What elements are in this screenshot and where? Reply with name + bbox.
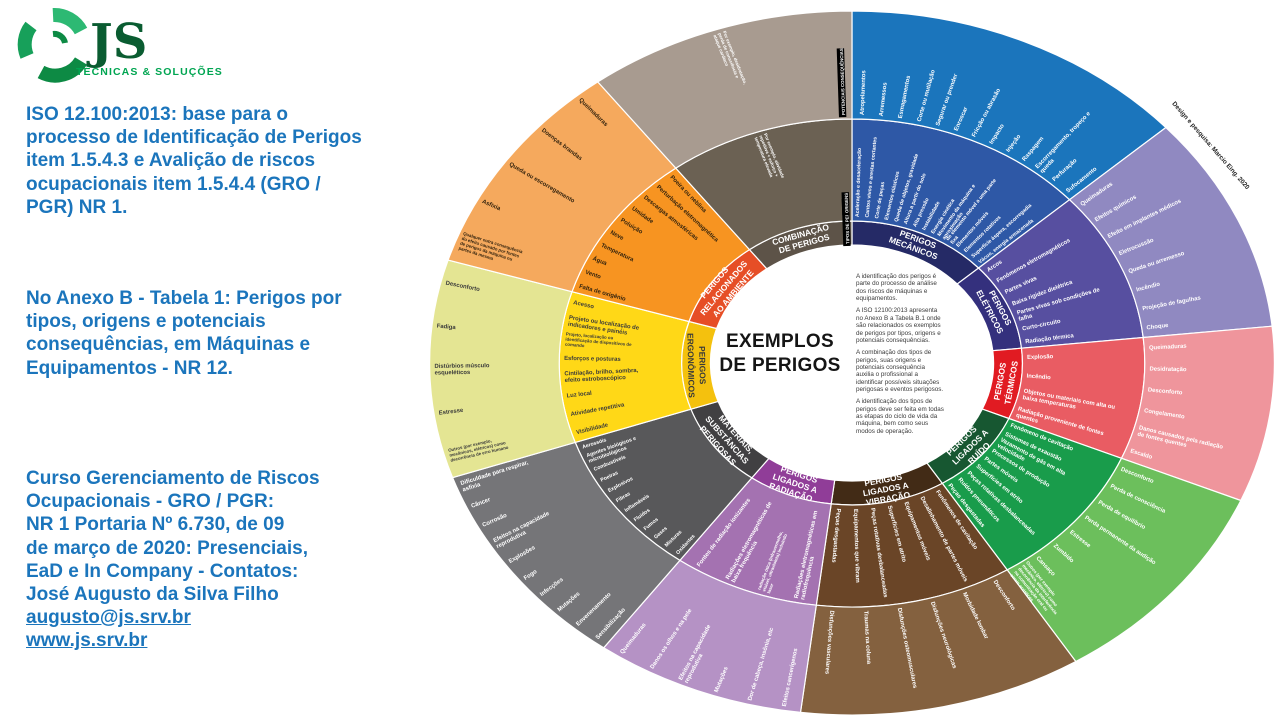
wheel-title-line: DE PERIGOS	[719, 354, 841, 376]
perigos-ergonomicos-consequencia-item: Fadiga	[436, 324, 456, 332]
perigos-termicos-origem-item: Incêndio	[1026, 374, 1051, 382]
logo-brand-text: JS	[86, 14, 147, 70]
logo-swirl-icon: JS TÉCNICAS & SOLUÇÕES	[17, 8, 223, 83]
perigos-mecanicos-consequencia-item: Atropelamentos	[860, 69, 868, 115]
perigos-ergonomicos-origem-item: Acesso	[573, 300, 595, 310]
perigos-ergonomicos-consequencia-item: Estresse	[438, 408, 464, 417]
contact-line: Curso Gerenciamento de Riscos	[26, 468, 320, 489]
svg-text:TIPOS DE PERIGOS: TIPOS DE PERIGOS	[844, 202, 850, 244]
perigos-ligados-a-vibracao-origem-item: Equipamentos que vibram	[852, 509, 860, 583]
wheel-title-line: EXEMPLOS	[726, 331, 834, 352]
perigos-ergonomicos-origem-item: Esforços e posturas	[564, 356, 621, 363]
perigos-eletricos-consequencia-item: Choque	[1146, 323, 1169, 332]
perigos-ergonomicos-origem-item: Cintilação, brilho, sombra,efeito estrob…	[564, 368, 639, 384]
contact-line: Ocupacionais - GRO / PGR:	[26, 491, 275, 513]
center-paragraph: A identificação dos tipos de perigos dev…	[856, 398, 944, 435]
combinacao-de-perigos-consequencias-band	[596, 10, 853, 169]
svg-text:ORIGENS: ORIGENS	[844, 193, 850, 213]
contact-line: NR 1 Portaria Nº 6.730, de 09	[26, 514, 285, 536]
perigos-ergonomicos-label: PERIGOS	[697, 346, 708, 385]
perigos-termicos-consequencia-item: Desconforto	[1148, 387, 1183, 396]
center-paragraph: A identificação dos perigos é parte do p…	[856, 273, 937, 303]
perigos-mecanicos-origem-item: Aceleração e desaceleração	[855, 148, 863, 217]
wheel-center	[710, 245, 994, 481]
center-paragraph: A ISO 12100:2013 apresenta no Anexo B a …	[856, 307, 941, 344]
contact-line: de março de 2020: Presenciais,	[26, 537, 308, 559]
perigos-eletricos-consequencia-item: Incêndio	[1136, 281, 1161, 293]
svg-text:POTENCIAIS CONSEQUÊNCIAS: POTENCIAIS CONSEQUÊNCIAS	[839, 48, 846, 115]
course-contact-block: Curso Gerenciamento de Riscos Ocupaciona…	[26, 467, 364, 652]
website-link[interactable]: www.js.srv.br	[26, 630, 148, 652]
annex-b-paragraph: No Anexo B - Tabela 1: Perigos por tipos…	[26, 288, 342, 379]
perigos-termicos-origem-item: Explosão	[1027, 354, 1054, 361]
perigos-ergonomicos-origem-item: Luz local	[566, 391, 592, 400]
perigos-termicos-consequencia-item: Desidratação	[1149, 367, 1186, 374]
company-logo: JS TÉCNICAS & SOLUÇÕES	[14, 4, 244, 84]
perigos-ligados-a-vibracao-origem-item: Peças desgastadas	[830, 508, 841, 563]
email-link[interactable]: augusto@js.srv.br	[26, 607, 191, 629]
wheel-center-title: EXEMPLOS DE PERIGOS	[716, 330, 844, 378]
center-paragraph: A combinação dos tipos de perigos, suas …	[856, 349, 944, 394]
iso-reference-paragraph: ISO 12.100:2013: base para o processo de…	[26, 104, 362, 218]
perigos-ergonomicos-consequencia-item: Distúrbios músculoesqueléticos	[434, 363, 490, 376]
perigos-ligados-a-vibracao-consequencia-item: Traumas na coluna	[862, 611, 871, 665]
perigos-relacionados-ao-ambiente-consequencia-item: Qualquer outra consequênciado efeito cau…	[458, 231, 524, 269]
perigos-termicos-consequencia-item: Queimaduras	[1149, 344, 1188, 352]
contact-line: EaD e In Company - Contatos:	[26, 560, 299, 582]
logo-tagline: TÉCNICAS & SOLUÇÕES	[76, 65, 223, 78]
ring-tag: POTENCIAIS CONSEQUÊNCIAS	[836, 48, 847, 118]
perigos-ergonomicos-origem-item: Projeto, localização ouidentificação de …	[565, 331, 633, 352]
perigos-ergonomicos-label: ERGONÔMICOS	[685, 333, 697, 398]
contact-line: José Augusto da Silva Filho	[26, 583, 279, 605]
perigos-relacionados-ao-ambiente-origem-item: Vento	[584, 270, 601, 281]
wheel-center-paragraphs: A identificação dos perigos é parte do p…	[856, 273, 944, 440]
ring-tag: ORIGENS	[841, 192, 850, 216]
perigos-mecanicos-consequencia-item: Arremessos	[879, 81, 889, 116]
perigos-ligados-a-vibracao-consequencia-item: Disfunções vasculares	[823, 610, 834, 675]
